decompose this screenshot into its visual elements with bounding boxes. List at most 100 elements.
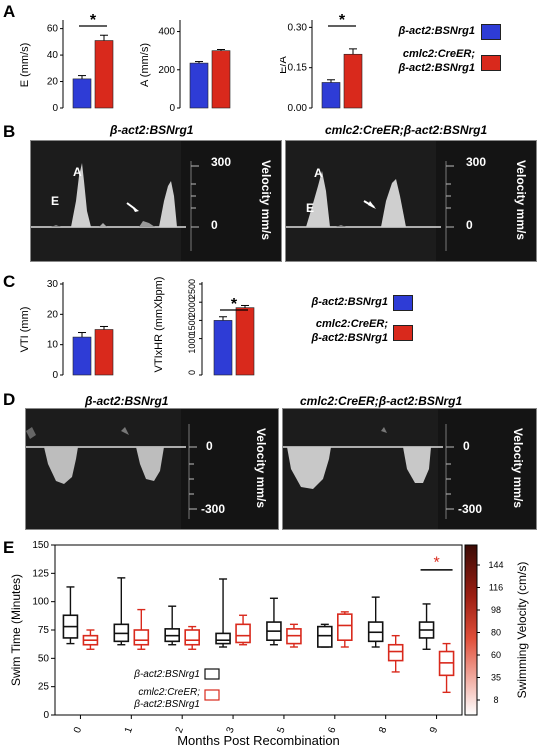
chart-vti-y-label: VTI (mm): [19, 307, 31, 353]
box-mutant: [387, 643, 404, 662]
bar-chart-ea: 0.00 0.15 0.30 * E/A: [280, 12, 363, 114]
x-tick-label: 2: [174, 725, 186, 734]
doppler-b-right-trace: [286, 141, 454, 261]
chart-e-significance-star: *: [90, 12, 97, 29]
doppler-b-right-a-label: A: [314, 166, 323, 180]
x-tick-label: 1: [123, 725, 135, 734]
legend-a-mutant-swatch: [481, 55, 501, 71]
x-tick-label: 6: [326, 725, 338, 734]
legend-c-mutant-swatch: [393, 325, 413, 341]
chart-a-tick-label: 200: [158, 65, 175, 76]
doppler-b-right: E A 300 0 Velocity mm/s: [285, 140, 537, 262]
doppler-b-right-title: cmlc2:CreER;β-act2:BSNrg1: [325, 123, 488, 137]
chart-ea-tick-label: 0.30: [288, 22, 308, 33]
chart-ea-tick-label: 0.00: [288, 103, 308, 114]
legend-a-mutant-line1: cmlc2:CreER;: [402, 48, 475, 60]
panel-label-b: B: [3, 122, 16, 141]
bar-chart-e: 0 20 40 60 * E (mm/s): [19, 12, 114, 114]
y-tick-label: 75: [38, 625, 50, 636]
bar-chart-a: 0 200 400 A (mm/s): [140, 20, 231, 114]
chart-vtihr-tick-label: 2000: [187, 297, 197, 317]
doppler-d-right-0: 0: [463, 439, 470, 453]
significance-star: *: [433, 555, 439, 572]
chart-e-bar-control: [72, 78, 92, 109]
doppler-b-left-velocity: Velocity mm/s: [259, 159, 273, 241]
chart-ea-bar-control: [321, 82, 341, 109]
panel-label-d: D: [3, 390, 16, 409]
colorbar: [464, 544, 478, 716]
legend-e-mutant-line1: cmlc2:CreER;: [138, 687, 200, 698]
box-control: [215, 632, 231, 645]
legend-c-mutant-line2: β-act2:BSNrg1: [311, 332, 388, 344]
doppler-d-left-0: 0: [206, 439, 213, 453]
box-mutant: [235, 623, 251, 644]
y-tick-label: 25: [38, 682, 50, 693]
chart-ea-y-label: E/A: [280, 55, 289, 73]
doppler-d-right-trace: [283, 409, 454, 529]
doppler-b-right-0: 0: [466, 218, 473, 232]
doppler-b-left-300: 300: [211, 155, 232, 169]
colorbar-label: Swimming Velocity (cm/s): [515, 562, 529, 699]
x-tick-label: 9: [428, 725, 440, 734]
legend-c-mutant-line1: cmlc2:CreER;: [315, 318, 388, 330]
colorbar-tick-label: 35: [491, 673, 501, 683]
chart-vtihr-tick-label: 0: [187, 370, 197, 375]
chart-a-tick-label: 0: [169, 103, 175, 114]
doppler-b-left-0: 0: [211, 218, 218, 232]
doppler-d-left-velocity: Velocity mm/s: [254, 427, 268, 509]
chart-ea-tick-label: 0.15: [288, 63, 308, 74]
doppler-d-left-trace: [26, 409, 197, 529]
bar-chart-vti: 0 10 20 30 VTI (mm): [19, 279, 114, 381]
chart-e-tick-label: 20: [47, 77, 59, 88]
panel-label-c: C: [3, 272, 16, 291]
x-tick-label: 5: [275, 725, 287, 734]
y-tick-label: 50: [38, 653, 50, 664]
chart-vtihr-tick-label: 1000: [187, 334, 197, 354]
doppler-b-right-velocity: Velocity mm/s: [514, 159, 528, 241]
chart-vti-tick-label: 10: [47, 340, 59, 351]
doppler-d-left: 0 -300 Velocity mm/s: [25, 408, 279, 530]
doppler-d-right-minus300: -300: [458, 502, 483, 516]
box-control: [317, 625, 333, 648]
legend-c-control: β-act2:BSNrg1: [311, 296, 388, 308]
doppler-b-left-e-label: E: [51, 194, 60, 208]
panel-label-a: A: [3, 2, 16, 21]
chart-vti-bar-control: [72, 336, 92, 376]
colorbar-tick-label: 116: [489, 583, 503, 593]
doppler-b-left: E A 300 0 Velocity mm/s: [30, 140, 282, 262]
doppler-b-right-300: 300: [466, 155, 487, 169]
chart-a-bar-control: [189, 62, 209, 109]
chart-vti-tick-label: 20: [47, 309, 59, 320]
legend-e-mutant-swatch: [204, 689, 220, 701]
chart-ea-significance-star: *: [339, 12, 346, 29]
box-mutant: [184, 629, 200, 646]
legend-a-control: β-act2:BSNrg1: [398, 25, 475, 37]
legend-e-mutant-line2: β-act2:BSNrg1: [133, 699, 200, 710]
chart-e-tick-label: 0: [52, 103, 58, 114]
colorbar-tick-label: 80: [491, 628, 501, 638]
doppler-b-left-trace: [31, 141, 199, 261]
chart-a-bar-mutant: [211, 50, 231, 109]
doppler-d-right: 0 -300 Velocity mm/s: [282, 408, 537, 530]
chart-vtihr-y-label: VTIxHR (mmXbpm): [153, 277, 165, 373]
legend-c-control-swatch: [393, 295, 413, 311]
legend-e-control: β-act2:BSNrg1: [133, 669, 200, 680]
doppler-d-left-minus300: -300: [201, 502, 226, 516]
chart-vti-bar-mutant: [94, 329, 114, 376]
chart-e-tick-label: 40: [47, 50, 59, 61]
colorbar-tick-label: 98: [491, 605, 501, 615]
chart-e-y-label: E (mm/s): [19, 43, 31, 88]
chart-vtihr-tick-label: 1500: [187, 315, 197, 335]
doppler-d-right-title: cmlc2:CreER;β-act2:BSNrg1: [300, 394, 463, 408]
y-tick-label: 100: [32, 597, 49, 608]
box-mutant: [133, 629, 150, 646]
doppler-b-right-e-label: E: [306, 201, 315, 215]
y-axis-label: Swim Time (Minutes): [9, 574, 23, 686]
y-tick-label: 125: [32, 568, 49, 579]
chart-a-y-label: A (mm/s): [140, 43, 151, 87]
doppler-b-left-title: β-act2:BSNrg1: [110, 123, 194, 137]
colorbar-tick-label: 144: [488, 560, 503, 570]
colorbar-tick-label: 8: [493, 695, 498, 705]
legend-a-mutant-line2: β-act2:BSNrg1: [398, 62, 475, 74]
